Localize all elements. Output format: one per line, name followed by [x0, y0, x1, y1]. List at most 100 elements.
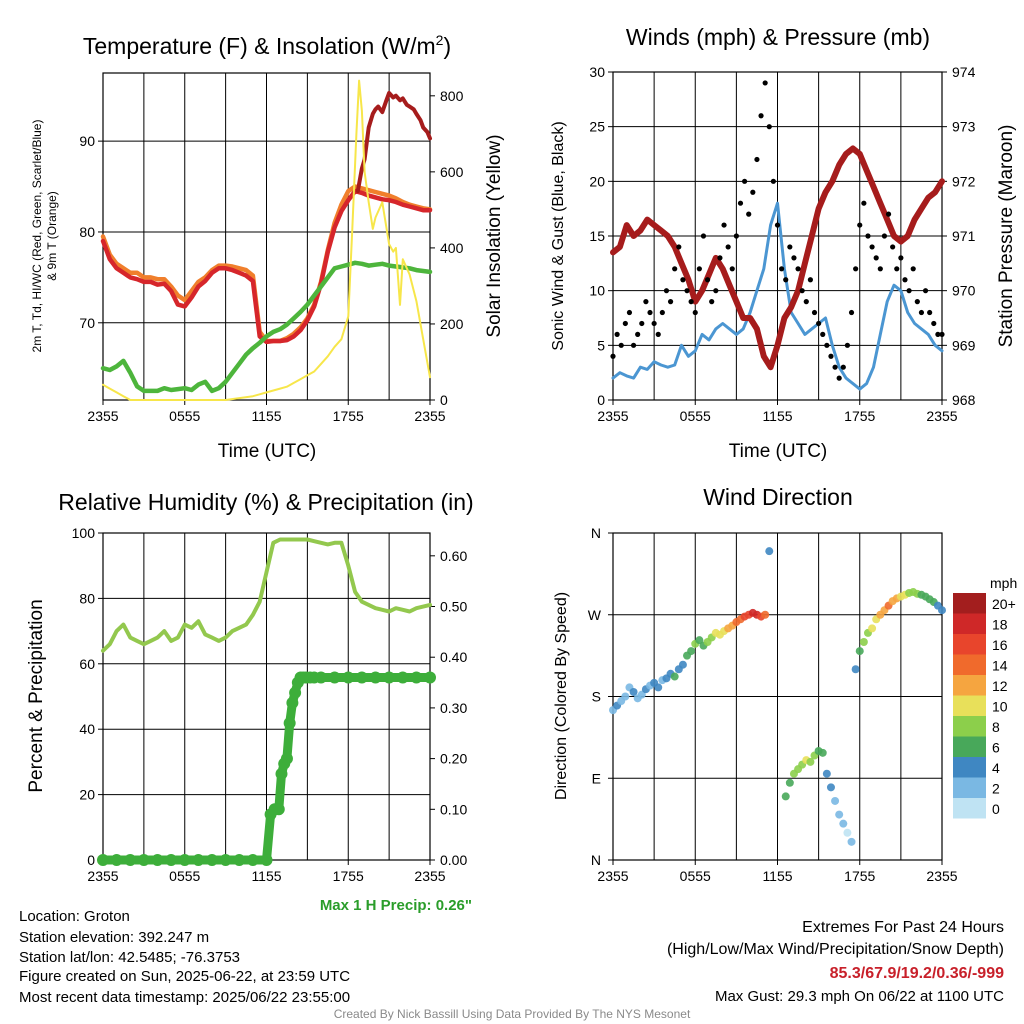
rh-y2-tick-label: 0.30	[440, 700, 467, 716]
precip-point	[137, 854, 150, 866]
temp-ylabel-1: 2m T, Td, HI/WC (Red, Green, Scarlet/Blu…	[30, 120, 44, 353]
legend-label: 14	[992, 658, 1008, 674]
rh-y-tick-label: 20	[79, 787, 95, 803]
wind-y2-tick-label: 974	[952, 64, 976, 80]
direction-point	[822, 769, 831, 778]
precip-point	[424, 671, 436, 684]
legend-swatch	[953, 757, 986, 778]
gust-point	[692, 309, 698, 316]
dir-tick-label: W	[588, 607, 602, 623]
temp-ylabel-2: & 9m T (Orange)	[45, 191, 59, 281]
precip-point	[342, 671, 355, 684]
direction-point	[859, 638, 868, 646]
direction-point	[621, 692, 630, 701]
gust-point	[676, 244, 682, 250]
wind-xtick-label: 1155	[762, 408, 792, 424]
legend-label: 20+	[992, 596, 1016, 612]
legend-swatch	[953, 777, 986, 798]
gust-point	[857, 222, 863, 228]
wind-y2-tick-label: 972	[952, 173, 976, 189]
direction-point	[835, 810, 844, 819]
gust-point	[885, 211, 892, 217]
direction-point	[826, 783, 835, 792]
direction-point	[843, 828, 852, 837]
gust-point	[910, 266, 916, 272]
temp-y2-tick-label: 600	[440, 164, 464, 180]
temp-xtick-label: 2355	[87, 408, 118, 424]
temp-line-maroon	[355, 91, 432, 194]
wind-y2-tick-label: 969	[952, 337, 976, 353]
direction-point	[806, 757, 815, 766]
temp-xtick-label: 0555	[169, 408, 200, 424]
extremes-values: 85.3/67.9/19.2/0.36/-999	[829, 965, 1004, 982]
wind-xlabel: Time (UTC)	[729, 441, 828, 462]
gust-point	[881, 233, 888, 239]
gust-point	[696, 266, 702, 272]
gust-point	[766, 124, 772, 130]
gust-point	[655, 331, 661, 337]
gust-point	[848, 309, 855, 316]
winds-panel: 0 5 10 15 20 25 30 968 969 970 971 972 973 974 2355 055…	[550, 24, 1017, 462]
info-created: Figure created on Sun, 2025-06-22, at 23…	[19, 968, 351, 985]
legend-label: 12	[992, 678, 1008, 694]
precip-point	[151, 854, 164, 866]
legend-swatch	[953, 613, 986, 634]
gust-point	[803, 299, 809, 305]
wind-y-tick-label: 20	[589, 173, 605, 189]
temp-y-tick-label: 80	[79, 224, 95, 240]
info-recent: Most recent data timestamp: 2025/06/22 2…	[19, 989, 351, 1006]
dir-tick-label: S	[592, 689, 601, 705]
gust-point	[729, 266, 735, 272]
dir-tick-label: N	[591, 525, 601, 541]
legend-swatch	[953, 695, 986, 716]
pressure-line	[610, 145, 945, 371]
dir-ylabel: Direction (Colored By Speed)	[553, 592, 570, 800]
gust-point	[902, 277, 908, 283]
gust-point	[639, 320, 645, 327]
gust-point	[869, 244, 875, 250]
precip-point	[272, 803, 285, 816]
rh-ylabel: Percent & Precipitation	[26, 599, 47, 792]
gust-point	[742, 178, 748, 184]
gust-point	[754, 156, 760, 163]
credit-text: Created By Nick Bassill Using Data Provi…	[333, 1007, 691, 1021]
direction-point	[818, 748, 827, 757]
temp-line-green	[100, 260, 433, 394]
wind-y2-tick-label: 973	[952, 119, 976, 135]
gust-point	[635, 331, 641, 337]
gust-point	[750, 189, 756, 195]
legend-label: 2	[992, 781, 1000, 797]
direction-point	[938, 606, 946, 615]
wind-y2-tick-label: 971	[952, 228, 976, 244]
wind-y-tick-label: 15	[589, 228, 605, 244]
gust-point	[746, 211, 752, 217]
rh-line	[101, 537, 432, 653]
rh-xtick-label: 2355	[87, 868, 118, 884]
gust-point	[643, 299, 649, 305]
gust-point	[914, 299, 920, 305]
direction-point	[761, 610, 770, 619]
gust-point	[688, 299, 694, 305]
gust-point	[622, 320, 628, 327]
gust-point	[737, 200, 744, 206]
gust-point	[709, 299, 715, 305]
info-elevation: Station elevation: 392.247 m	[19, 929, 210, 946]
temp-y2-tick-label: 200	[440, 316, 464, 332]
gust-point	[894, 266, 900, 272]
gust-point	[630, 342, 637, 348]
gust-point	[918, 309, 925, 316]
direction-point	[629, 687, 638, 696]
direction-point	[637, 690, 646, 699]
rh-xtick-label: 2355	[414, 868, 445, 884]
direction-point	[847, 837, 856, 846]
gust-point	[811, 309, 818, 316]
legend-swatch	[953, 716, 986, 737]
rh-y2-tick-label: 0.10	[440, 801, 467, 817]
precip-point	[315, 671, 327, 684]
temp-y2-tick-label: 0	[440, 392, 448, 408]
gust-point	[890, 244, 896, 250]
precip-point	[192, 854, 205, 866]
direction-point	[765, 547, 774, 556]
rh-y-tick-label: 60	[79, 656, 95, 672]
